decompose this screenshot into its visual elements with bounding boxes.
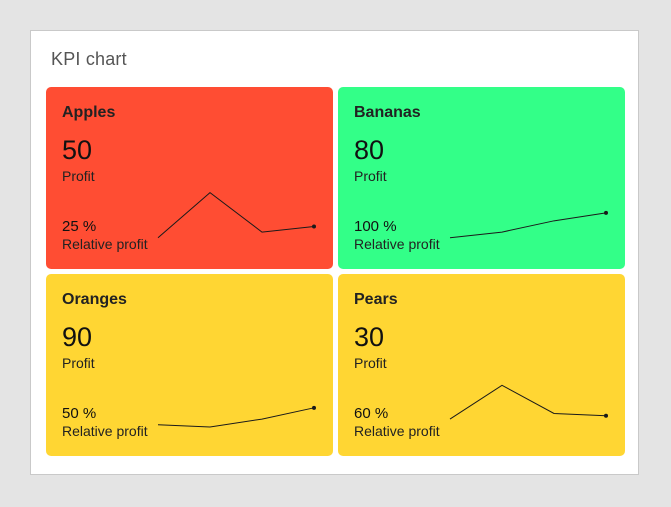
sparkline-end-point [312,224,316,229]
relative-label: Relative profit [354,423,440,439]
kpi-value: 90 [62,322,93,352]
relative-value: 50 % [62,405,97,422]
kpi-panel: KPI chart Apples 50 Profit 25 % Relative pro… [30,30,639,475]
kpi-value-label: Profit [62,168,95,184]
sparkline [157,405,316,428]
kpi-name: Pears [354,291,398,308]
relative-label: Relative profit [62,423,148,439]
sparkline [157,191,316,239]
kpi-value-label: Profit [354,355,387,371]
kpi-value-label: Profit [62,355,95,371]
relative-label: Relative profit [62,236,148,252]
kpi-card-oranges[interactable]: Oranges 90 Profit 50 % Relative profit [46,274,333,456]
relative-value: 100 % [354,218,397,235]
kpi-card-bananas[interactable]: Bananas 80 Profit 100 % Relative profit [338,87,625,269]
sparkline-end-point [604,210,608,215]
kpi-name: Bananas [354,104,421,121]
sparkline-path [157,191,315,239]
panel-title: KPI chart [51,49,127,69]
kpi-value: 50 [62,135,93,165]
sparkline [449,384,608,420]
sparkline-end-point [604,413,608,418]
sparkline-path [449,212,607,239]
sparkline-end-point [312,405,316,410]
kpi-card-pears[interactable]: Pears 30 Profit 60 % Relative profit [338,274,625,456]
kpi-value: 80 [354,135,385,165]
relative-value: 25 % [62,218,97,235]
sparkline-path [157,407,315,428]
sparkline [449,210,608,239]
kpi-card-apples[interactable]: Apples 50 Profit 25 % Relative profit [46,87,333,269]
kpi-name: Oranges [62,291,127,308]
kpi-grid: Apples 50 Profit 25 % Relative profit Bananas… [46,87,625,456]
kpi-value: 30 [354,322,385,352]
sparkline-path [449,384,607,420]
relative-value: 60 % [354,405,389,422]
kpi-value-label: Profit [354,168,387,184]
relative-label: Relative profit [354,236,440,252]
kpi-name: Apples [62,104,116,121]
